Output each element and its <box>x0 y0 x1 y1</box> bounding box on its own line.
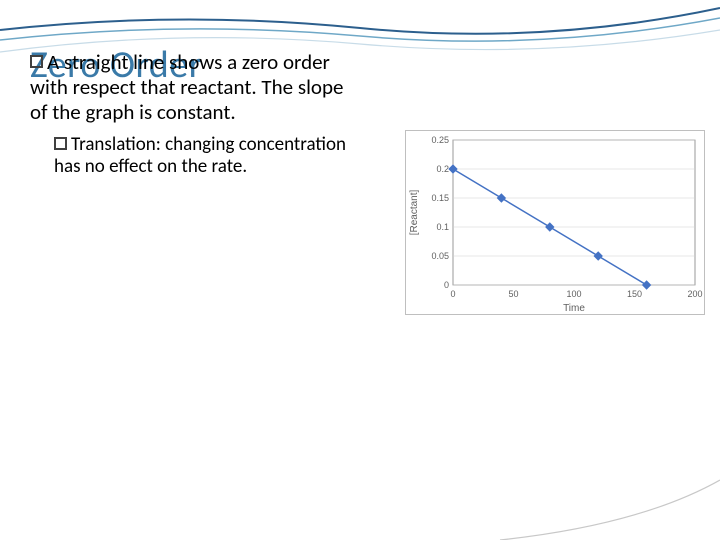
text-content: Zero Order A straight line shows a zero … <box>30 50 350 179</box>
svg-text:0.25: 0.25 <box>431 135 449 145</box>
svg-text:Time: Time <box>563 303 585 314</box>
svg-text:0.1: 0.1 <box>436 222 449 232</box>
bullet-square-icon <box>30 55 43 68</box>
main-bullet: A straight line shows a zero order with … <box>30 50 350 126</box>
svg-text:100: 100 <box>566 289 581 299</box>
main-bullet-text: A straight line shows a zero order with … <box>30 49 343 125</box>
bullet-square-icon <box>54 137 67 150</box>
sub-bullet-text: Translation: changing concentration has … <box>54 133 346 179</box>
svg-text:0: 0 <box>444 280 449 290</box>
svg-text:0.2: 0.2 <box>436 164 449 174</box>
svg-text:0.05: 0.05 <box>431 251 449 261</box>
svg-text:200: 200 <box>687 289 702 299</box>
svg-text:150: 150 <box>627 289 642 299</box>
svg-text:0.15: 0.15 <box>431 193 449 203</box>
sub-bullet: Translation: changing concentration has … <box>54 134 350 180</box>
svg-text:50: 50 <box>508 289 518 299</box>
svg-text:[Reactant]: [Reactant] <box>409 189 420 235</box>
bottom-decorative-corner <box>0 460 720 540</box>
reactant-time-chart: 0 0.05 0.1 0.15 0.2 0.25 0 50 100 150 200 Time [Reac… <box>405 130 705 315</box>
svg-text:0: 0 <box>450 289 455 299</box>
